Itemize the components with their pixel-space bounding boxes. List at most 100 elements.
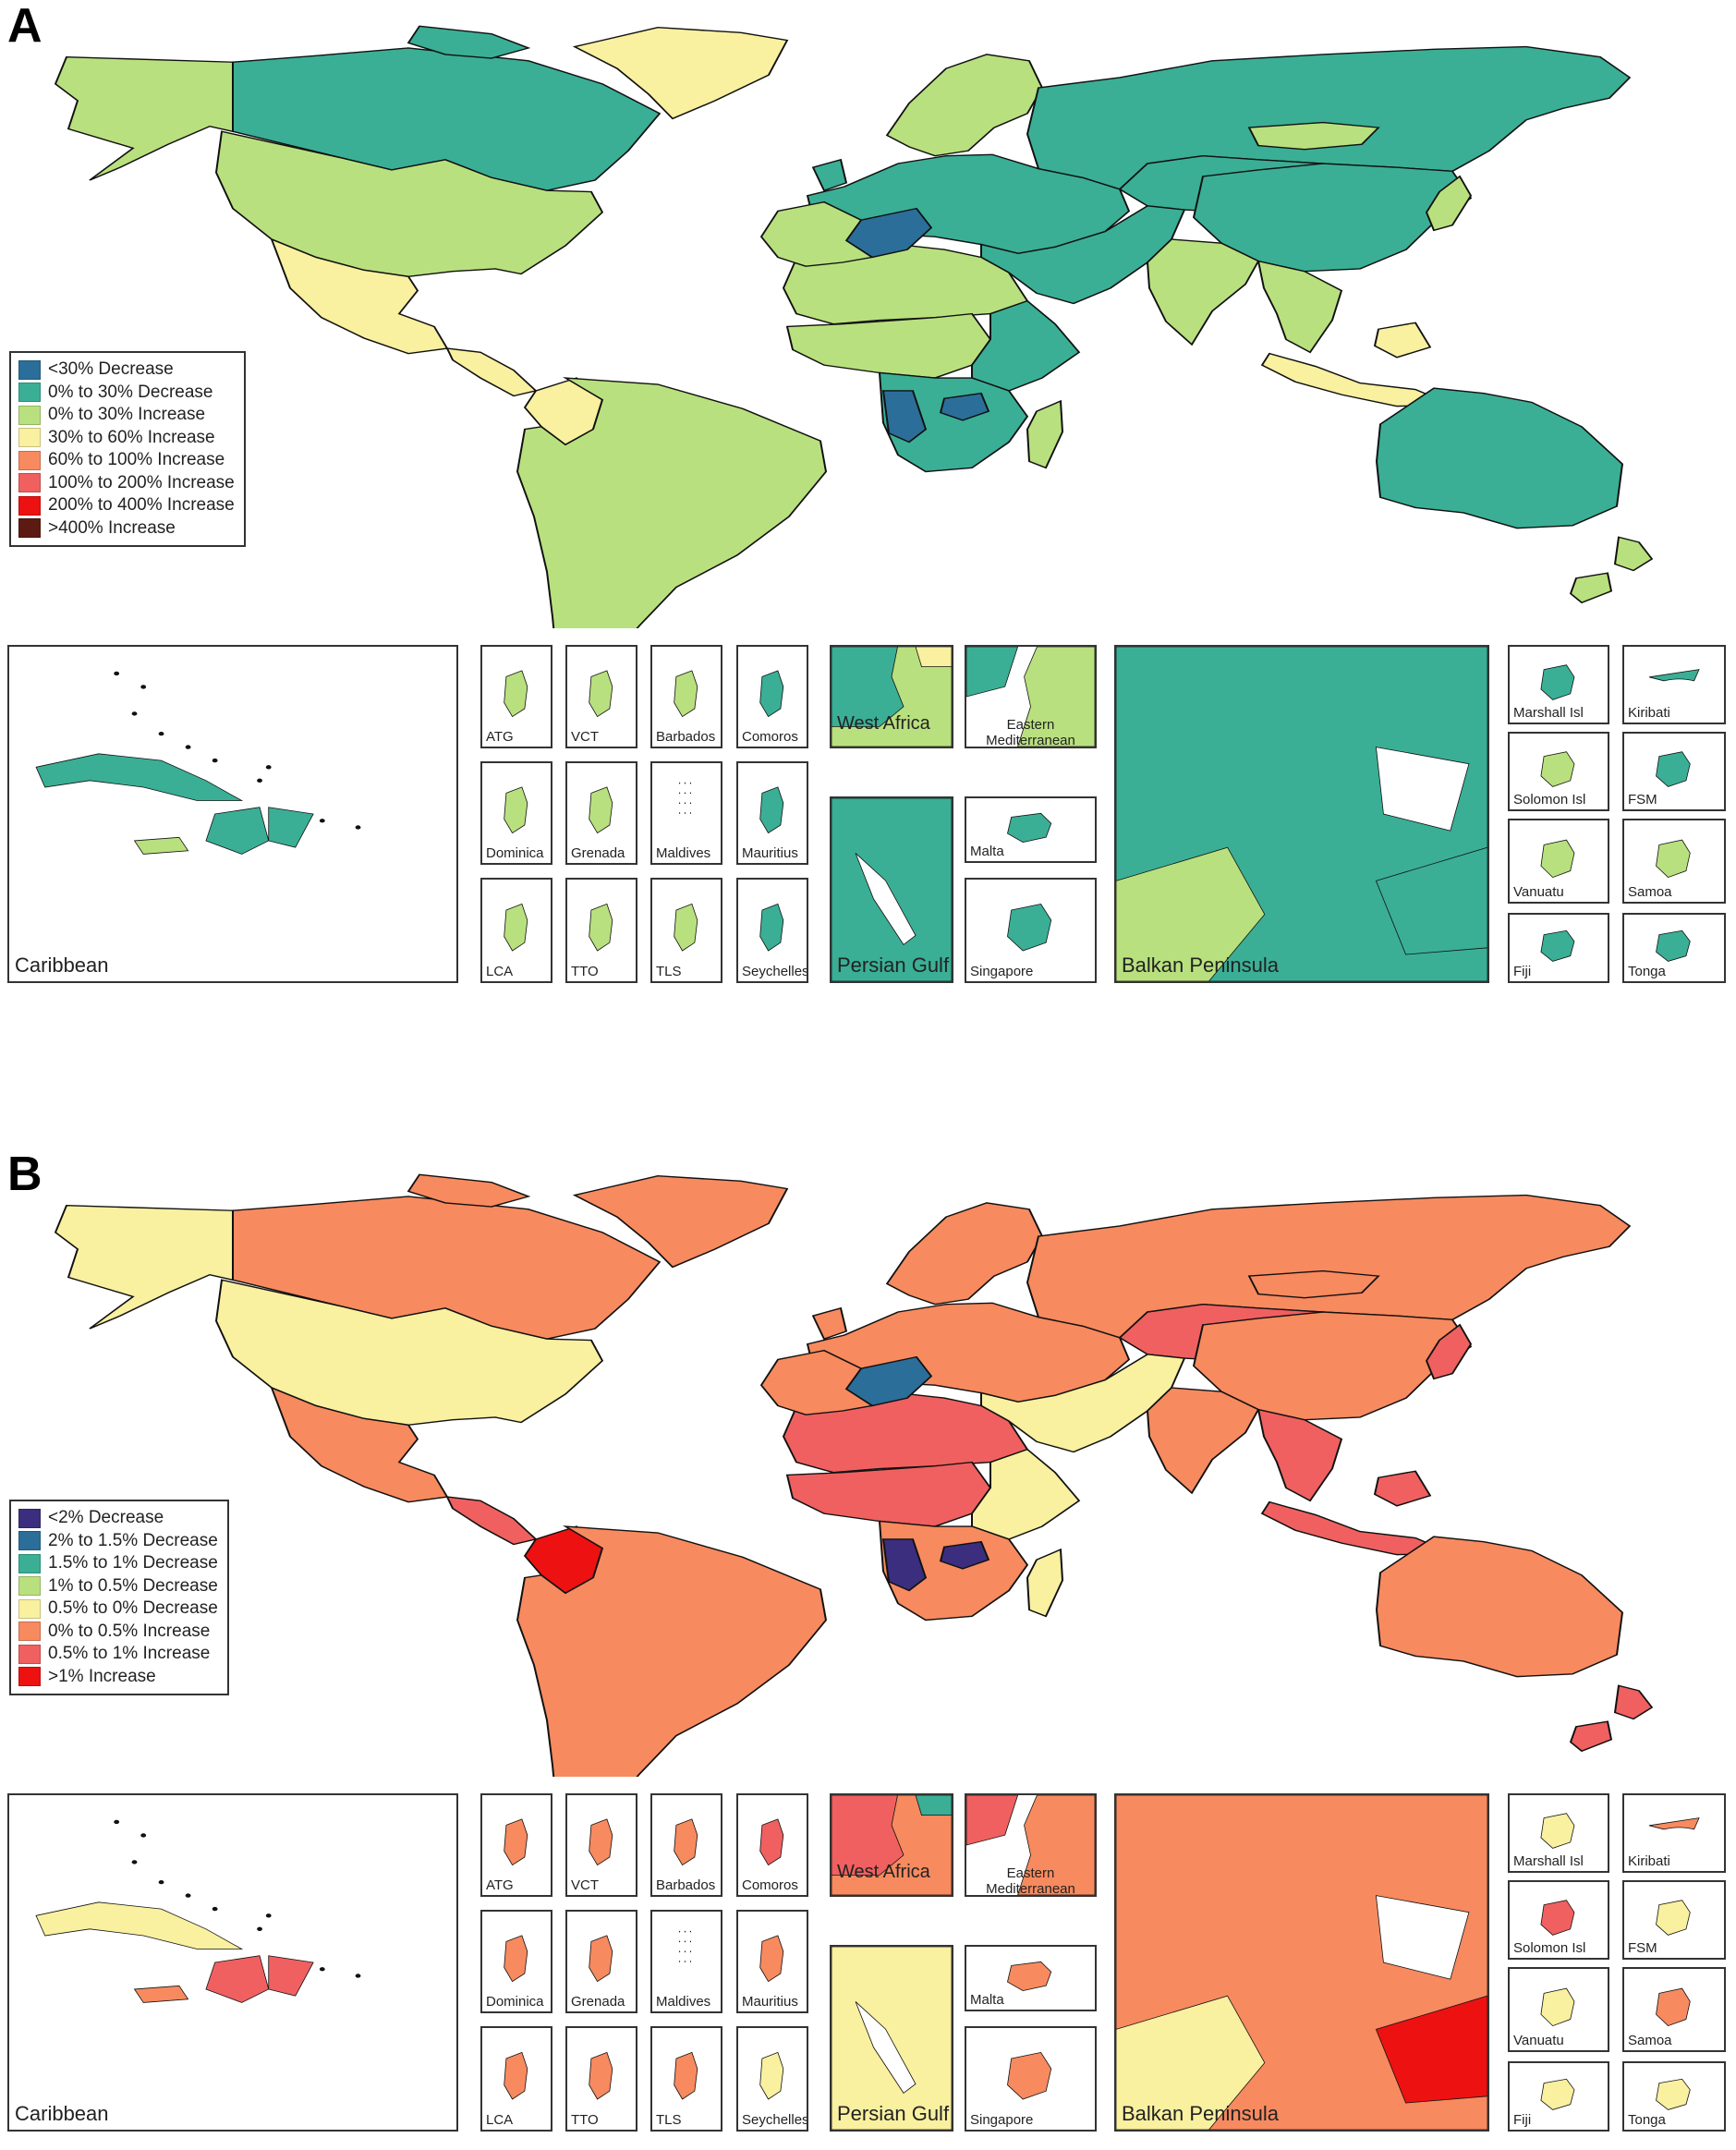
inset-label: Singapore	[970, 2112, 1034, 2128]
inset-tls: TLS	[650, 2026, 722, 2132]
region-greenland	[572, 27, 789, 120]
region-canada	[407, 25, 531, 59]
inset-label: Malta	[970, 1992, 1004, 2008]
island-shape	[1007, 904, 1050, 951]
inset-shapes	[679, 1930, 692, 1962]
inset-shapes	[1510, 1969, 1608, 2050]
region-scandinavia	[885, 1202, 1044, 1306]
inset-shapes	[966, 2028, 1095, 2130]
inset-marshall-isl: Marshall Isl	[1508, 645, 1609, 724]
inset-label: VCT	[571, 1877, 599, 1893]
islet-dot	[689, 1930, 692, 1933]
region-europe	[811, 1306, 848, 1341]
inset-label: Barbados	[656, 729, 716, 745]
region-shape	[832, 1795, 904, 1875]
region-mexico	[270, 1386, 449, 1503]
legend-item: 2% to 1.5% Decrease	[18, 1530, 218, 1553]
inset-shapes	[966, 1947, 1095, 2010]
region-east-africa	[971, 299, 1081, 392]
islet-dot	[185, 1893, 191, 1898]
island-shape	[1541, 752, 1574, 787]
islet-dot	[131, 1860, 138, 1865]
region-east-africa	[971, 1448, 1081, 1540]
inset-solomon-isl: Solomon Isl	[1508, 732, 1609, 811]
inset-label: Grenada	[571, 1994, 625, 2010]
inset-label: Tonga	[1628, 964, 1666, 979]
inset-label: Solomon Isl	[1513, 1940, 1586, 1956]
inset-singapore: Singapore	[965, 2026, 1097, 2132]
island-shape	[1541, 840, 1574, 877]
islet-dot	[679, 1950, 681, 1953]
inset-label: Caribbean	[15, 2102, 109, 2125]
inset-label: Barbados	[656, 1877, 716, 1893]
legend-swatch	[18, 1576, 41, 1597]
inset-shapes	[738, 880, 807, 981]
islet-dot	[684, 792, 686, 795]
inset-shapes	[966, 647, 1095, 747]
region-shape	[966, 1795, 1018, 1845]
region-central-america	[445, 1496, 538, 1546]
region-zambia	[939, 1540, 990, 1570]
legend-swatch	[18, 473, 41, 493]
island-shape	[1657, 930, 1691, 961]
island-shape	[674, 1819, 698, 1865]
islet-dot	[684, 782, 686, 784]
panel-letter: B	[7, 1148, 42, 1201]
legend-label: 1.5% to 1% Decrease	[48, 1553, 218, 1573]
legend-label: 0% to 0.5% Increase	[48, 1621, 211, 1641]
islet-dot	[319, 819, 325, 823]
dominican-shape	[269, 1956, 313, 1996]
region-mongolia	[1247, 1269, 1380, 1299]
inset-atg: ATG	[480, 645, 552, 748]
legend-swatch	[18, 405, 41, 425]
island-shape	[589, 787, 613, 833]
inset-shapes	[738, 2028, 807, 2130]
inset-vct: VCT	[565, 645, 637, 748]
inset-west-africa: West Africa	[830, 1793, 953, 1897]
region-madagascar	[1026, 1548, 1064, 1618]
jamaica-shape	[135, 837, 188, 854]
legend-label: 60% to 100% Increase	[48, 450, 225, 470]
inset-shapes	[567, 880, 636, 981]
inset-vanuatu: Vanuatu	[1508, 1967, 1609, 2052]
islet-dot	[684, 1930, 686, 1933]
inset-seychelles: Seychelles	[736, 878, 808, 983]
island-shape	[1657, 752, 1691, 787]
inset-barbados: Barbados	[650, 1793, 722, 1897]
legend-item: 1% to 0.5% Decrease	[18, 1575, 218, 1598]
inset-shapes	[482, 1912, 551, 2011]
island-shape	[504, 2052, 528, 2099]
region-shape	[966, 647, 1018, 697]
islet-dot	[158, 731, 164, 736]
islet-dot	[131, 711, 138, 716]
legend-label: <30% Decrease	[48, 359, 174, 380]
inset-caribbean: Caribbean	[7, 1793, 458, 2132]
region-central-america	[445, 347, 538, 397]
inset-shapes	[9, 1819, 361, 2130]
inset-balkan-peninsula: Balkan Peninsula	[1114, 1793, 1489, 2132]
region-japan	[1425, 1323, 1473, 1380]
legend-item: 200% to 400% Increase	[18, 494, 235, 517]
island-shape	[1657, 840, 1691, 877]
inset-persian-gulf: Persian Gulf	[830, 796, 953, 983]
islet-dot	[257, 1926, 262, 1931]
inset-shapes	[1624, 647, 1724, 723]
islet-dot	[679, 812, 681, 814]
islet-dot	[158, 1879, 164, 1885]
island-shape	[1541, 2079, 1574, 2109]
inset-atg: ATG	[480, 1793, 552, 1897]
inset-shapes	[1624, 820, 1724, 902]
region-south-america	[516, 377, 828, 628]
islet-dot	[684, 1940, 686, 1943]
legend-swatch	[18, 1508, 41, 1528]
inset-dominica: Dominica	[480, 1910, 552, 2013]
region-central-africa	[785, 1461, 992, 1527]
inset-shapes	[1510, 2063, 1608, 2130]
region-shape	[1376, 847, 1487, 954]
legend-label: 0% to 30% Increase	[48, 405, 206, 425]
region-shape	[1018, 647, 1095, 747]
inset-malta: Malta	[965, 1945, 1097, 2011]
islet-dot	[689, 812, 692, 814]
legend-label: 100% to 200% Increase	[48, 472, 235, 492]
inset-label: Malta	[970, 844, 1004, 859]
